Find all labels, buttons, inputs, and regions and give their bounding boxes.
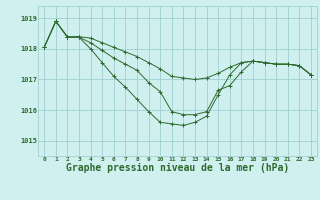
X-axis label: Graphe pression niveau de la mer (hPa): Graphe pression niveau de la mer (hPa) — [66, 163, 289, 173]
